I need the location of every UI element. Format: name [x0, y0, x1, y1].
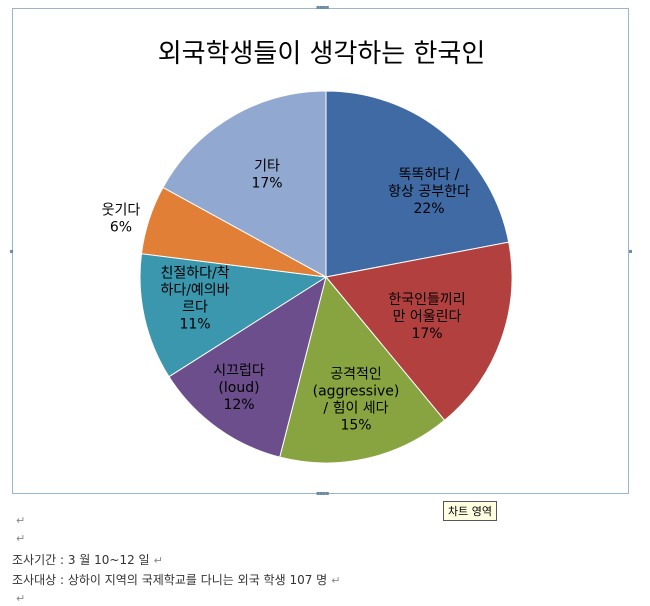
slice-value-label: 22%: [413, 201, 444, 217]
slice-category-label: 기타: [254, 159, 280, 175]
slice-category-label: 시끄럽다: [213, 363, 265, 379]
paragraph-mark-icon: ↵: [16, 592, 26, 605]
slice-label: 똑똑하다 / 항상 공부한다 22%: [388, 167, 470, 217]
slice-label: 친절하다/착 하다/예의바 르다 11%: [160, 266, 229, 333]
empty-paragraph: ↵: [12, 513, 25, 527]
resize-handle-left[interactable]: ▪: [9, 248, 13, 255]
pie-labels: 똑똑하다 / 항상 공부한다 22%한국인들끼리 만 어울린다 17%공격적인 (aggr…: [102, 159, 470, 434]
slice-category-label: 르다: [182, 300, 208, 316]
paragraph-mark-icon: ↵: [16, 532, 26, 545]
pie-slice[interactable]: [168, 275, 327, 458]
paragraph-mark-icon: ↵: [153, 554, 163, 567]
chart-title: 외국학생들이 생각하는 한국인: [157, 39, 486, 69]
resize-handle-bottom[interactable]: ▪▪▪▪: [316, 490, 329, 497]
slice-value-label: 15%: [340, 418, 371, 434]
survey-target-text: 조사대상 : 상하이 지역의 국제학교를 다니는 외국 학생 107 명: [12, 573, 328, 587]
survey-period-line: 조사기간 : 3 월 10~12 일 ↵: [12, 551, 163, 568]
survey-period-text: 조사기간 : 3 월 10~12 일: [12, 553, 150, 567]
slice-category-label: 한국인들끼리: [388, 292, 465, 308]
slice-value-label: 17%: [411, 326, 442, 342]
slice-value-label: 11%: [179, 317, 210, 333]
slice-category-label: / 힘이 세다: [323, 401, 388, 417]
paragraph-mark-icon: ↵: [331, 574, 341, 587]
pie-slices: [139, 90, 513, 464]
slice-category-label: (loud): [218, 380, 259, 396]
slice-category-label: 웃기다: [102, 203, 141, 219]
empty-paragraph: ↵: [12, 531, 25, 545]
slice-value-label: 12%: [223, 397, 254, 413]
slice-value-label: 6%: [110, 220, 132, 236]
slice-value-label: 17%: [251, 176, 282, 192]
pie-slice[interactable]: [325, 241, 513, 422]
chart-area-tooltip: 차트 영역: [443, 501, 497, 521]
slice-category-label: 만 어울린다: [393, 309, 462, 325]
resize-handle-right[interactable]: ▪: [628, 248, 632, 255]
pie-slice[interactable]: [325, 90, 510, 278]
slice-label: 한국인들끼리 만 어울린다 17%: [388, 292, 465, 342]
pie-chart: 똑똑하다 / 항상 공부한다 22%한국인들끼리 만 어울린다 17%공격적인 (aggr…: [102, 90, 513, 464]
slice-label: 공격적인 (aggressive) / 힘이 세다 15%: [313, 367, 400, 434]
slice-category-label: 공격적인: [330, 367, 382, 383]
chart-area[interactable]: ▪▪▪▪ ▪▪▪▪ ▪ ▪ 외국학생들이 생각하는 한국인 똑똑하다 / 항상 공…: [9, 4, 632, 497]
resize-handle-top[interactable]: ▪▪▪▪: [316, 4, 329, 11]
slice-category-label: 똑똑하다 /: [399, 167, 460, 183]
survey-target-line: 조사대상 : 상하이 지역의 국제학교를 다니는 외국 학생 107 명 ↵: [12, 571, 340, 588]
slice-category-label: 항상 공부한다: [388, 184, 470, 200]
pie-slice[interactable]: [279, 275, 446, 464]
slice-label: 시끄럽다 (loud) 12%: [213, 363, 265, 413]
slice-label: 기타 17%: [251, 159, 282, 192]
slice-category-label: 친절하다/착: [160, 266, 229, 282]
paragraph-mark-icon: ↵: [16, 514, 26, 527]
pie-slice[interactable]: [139, 253, 328, 378]
slice-label: 웃기다 6%: [102, 203, 141, 236]
empty-paragraph: ↵: [12, 591, 25, 605]
pie-slice[interactable]: [162, 90, 327, 278]
slice-category-label: (aggressive): [313, 384, 400, 400]
slice-category-label: 하다/예의바: [160, 283, 229, 299]
